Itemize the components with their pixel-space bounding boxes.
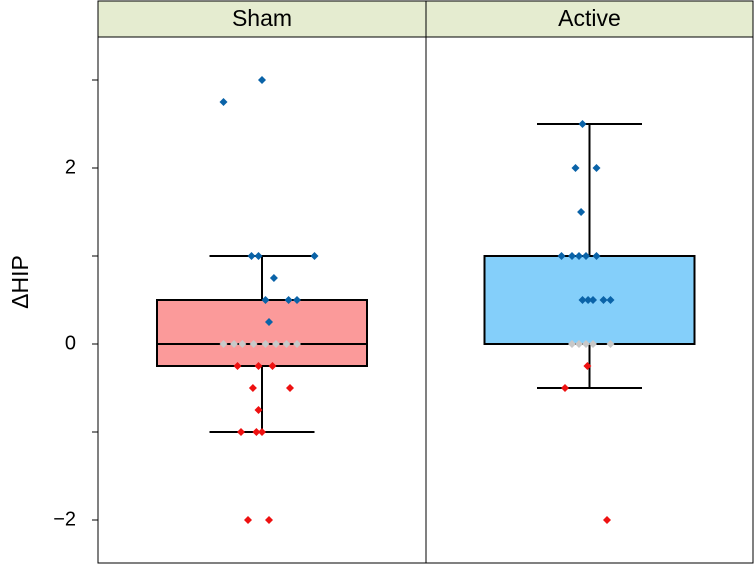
data-point <box>571 164 580 172</box>
data-point <box>254 362 263 370</box>
data-point <box>284 296 293 304</box>
data-point <box>265 318 273 326</box>
panel-frame <box>425 36 754 564</box>
data-point <box>589 340 597 348</box>
data-point <box>578 120 587 128</box>
y-tick-label: 0 <box>65 332 76 354</box>
data-point <box>582 340 590 348</box>
data-point <box>603 516 611 524</box>
data-point <box>592 252 601 260</box>
data-point <box>254 252 263 260</box>
data-point <box>577 208 586 216</box>
data-point <box>252 428 261 436</box>
data-point <box>254 406 263 414</box>
strip-label: Sham <box>232 5 292 31</box>
data-point <box>606 296 615 304</box>
data-point <box>249 340 258 348</box>
data-point <box>575 252 583 260</box>
data-point <box>557 252 566 260</box>
data-point <box>568 252 576 260</box>
data-point <box>244 516 252 524</box>
strip-label: Active <box>558 5 621 31</box>
data-point <box>265 516 273 524</box>
data-point <box>286 384 294 392</box>
data-point <box>589 296 597 304</box>
data-point <box>237 428 245 436</box>
panel-sham: Sham <box>97 0 427 564</box>
y-tick-label: 2 <box>65 156 76 178</box>
data-point <box>293 340 301 348</box>
data-point <box>247 252 256 260</box>
data-point <box>599 296 608 304</box>
data-point <box>219 98 228 106</box>
data-point <box>258 76 266 84</box>
data-point <box>248 384 257 392</box>
data-point <box>575 340 583 348</box>
data-point <box>561 384 569 392</box>
data-point <box>258 428 266 436</box>
data-point <box>238 340 247 348</box>
y-axis: −2 0 2 <box>53 79 98 530</box>
data-point <box>219 340 228 348</box>
data-point <box>268 362 277 370</box>
data-point <box>578 296 587 304</box>
data-point <box>272 340 280 348</box>
data-point <box>230 340 238 348</box>
panels: Sham Active <box>97 0 754 564</box>
data-point <box>568 340 576 348</box>
data-point <box>583 362 592 370</box>
data-point <box>310 252 319 260</box>
data-point <box>233 362 242 370</box>
data-point <box>293 296 301 304</box>
data-point <box>282 340 291 348</box>
data-point <box>584 296 593 304</box>
strip-header <box>425 0 754 38</box>
data-point <box>582 252 590 260</box>
data-point <box>261 296 270 304</box>
y-tick-label: −2 <box>53 508 76 530</box>
data-point <box>261 340 270 348</box>
y-axis-title: ΔHIP <box>7 255 33 309</box>
data-point <box>269 274 278 282</box>
data-point <box>592 164 601 172</box>
box <box>156 299 368 367</box>
data-point <box>606 340 615 348</box>
panel-active: Active <box>425 0 754 564</box>
